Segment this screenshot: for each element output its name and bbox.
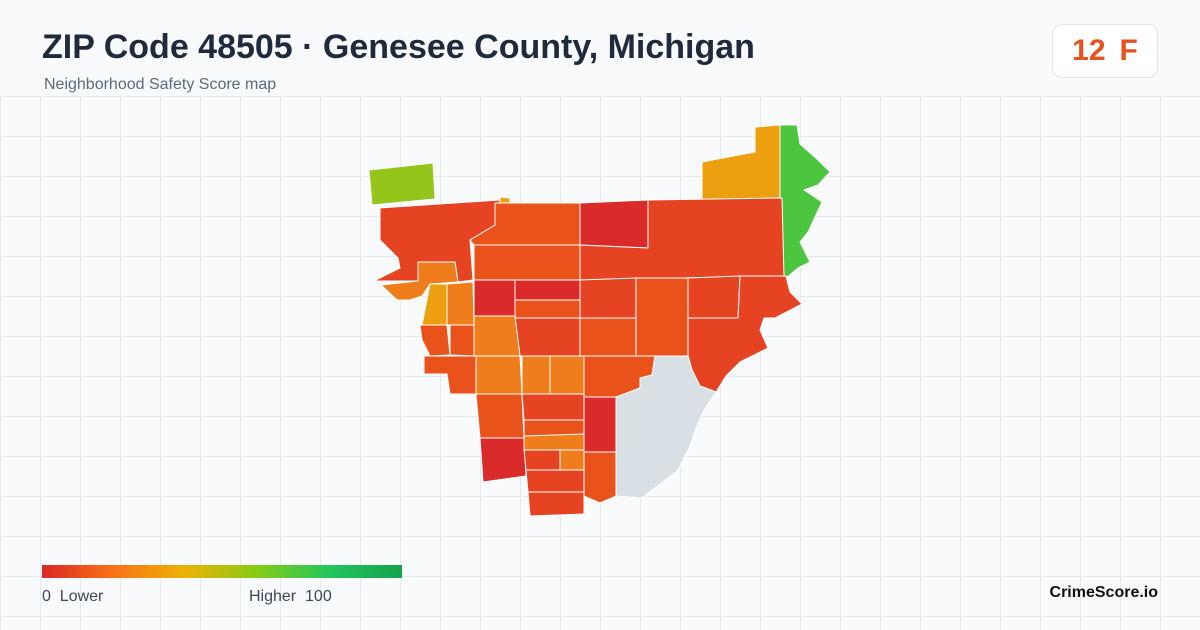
score-grade: F — [1119, 34, 1138, 67]
map-tract — [579, 317, 637, 357]
legend-high-value: 100 — [305, 588, 332, 605]
legend-low-text: Lower — [59, 588, 104, 605]
page-subtitle: Neighborhood Safety Score map — [44, 76, 277, 93]
map-tract — [701, 124, 783, 201]
map-tract — [449, 324, 477, 357]
map-tract — [368, 162, 436, 206]
page-title: ZIP Code 48505 · Genesee County, Michiga… — [42, 28, 755, 66]
map-tract — [559, 449, 585, 471]
safety-score-badge: 12 F — [1052, 24, 1158, 78]
map-tract — [779, 124, 831, 279]
map-tract — [473, 244, 581, 281]
map-tract — [473, 315, 521, 357]
map-tract — [579, 277, 637, 319]
map-tract — [380, 261, 459, 301]
map-tract — [475, 393, 525, 439]
map-tract — [479, 437, 527, 483]
legend-low-label: 0 Lower — [42, 588, 103, 606]
map-tract — [514, 299, 581, 319]
map-tract — [523, 433, 585, 451]
map-tract — [423, 355, 477, 395]
map-tract — [475, 355, 523, 395]
map-tract — [521, 393, 585, 421]
legend-high-label: Higher 100 — [249, 588, 332, 606]
map-tract — [687, 275, 803, 393]
map-tract — [579, 199, 649, 249]
map-tract — [419, 324, 451, 357]
brand-logo-text: CrimeScore.io — [1049, 584, 1158, 601]
map-tract — [583, 396, 617, 453]
map-tract — [473, 279, 516, 317]
map-tract — [514, 279, 581, 301]
legend-gradient-bar — [42, 565, 402, 578]
score-value: 12 — [1072, 34, 1106, 67]
map-tract — [521, 355, 551, 395]
legend-high-text: Higher — [249, 588, 297, 605]
map-tract — [687, 275, 741, 319]
map-tract — [514, 317, 581, 357]
map-tract — [527, 491, 585, 517]
map-tract — [549, 355, 585, 395]
legend-low-value: 0 — [42, 588, 51, 605]
map-tract — [523, 449, 561, 471]
map-tract — [525, 469, 585, 493]
map-tract — [635, 277, 689, 357]
map-tract — [446, 281, 475, 326]
map-tract — [615, 355, 717, 499]
map-tract — [583, 451, 617, 504]
